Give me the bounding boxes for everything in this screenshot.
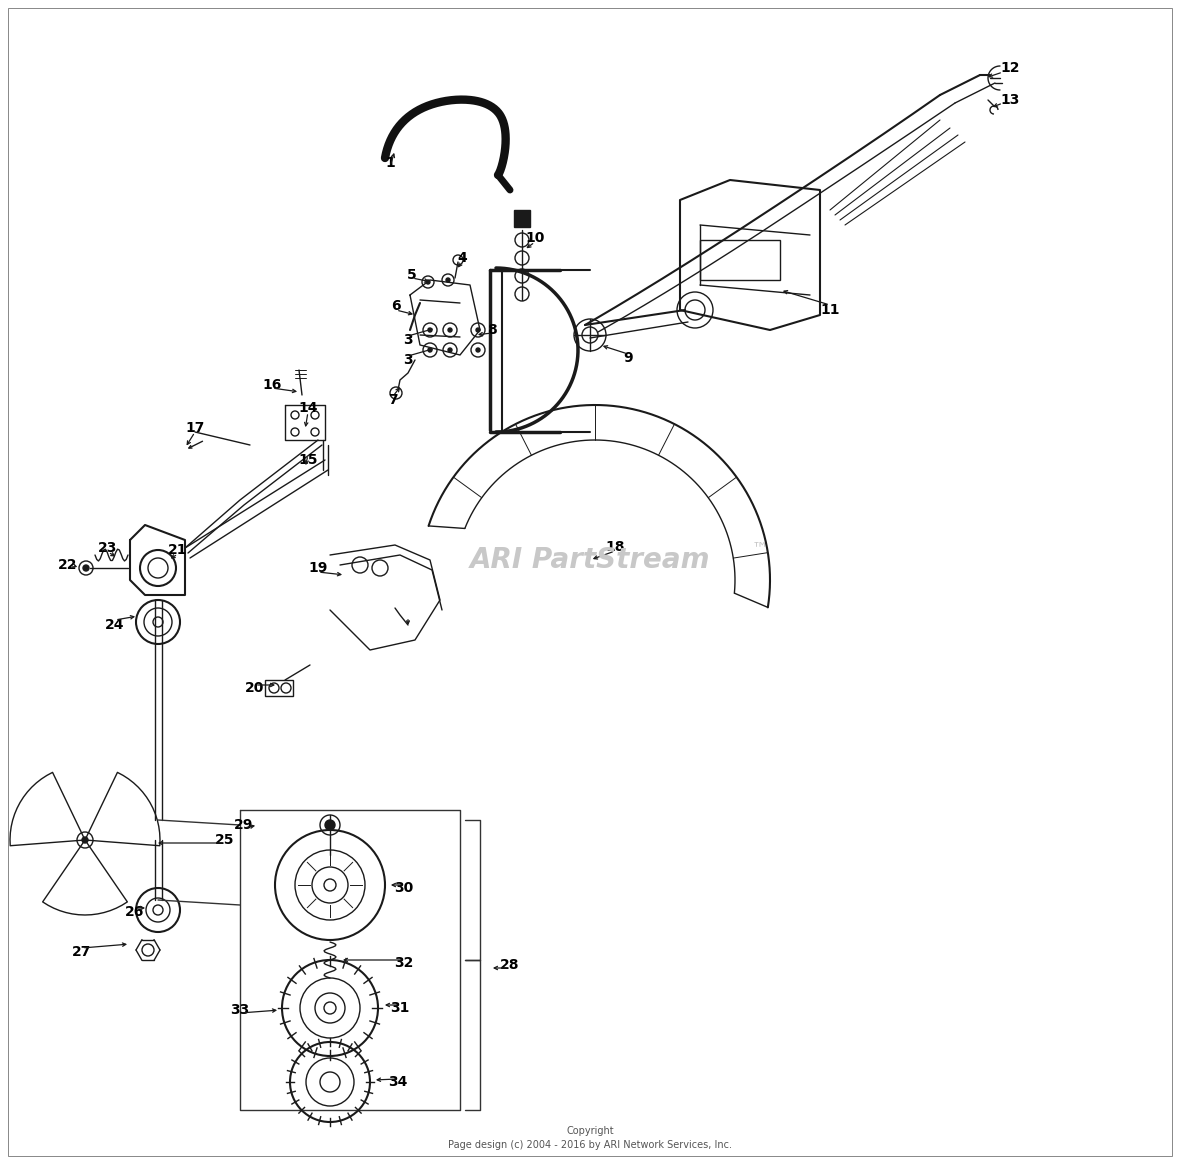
Text: 18: 18	[605, 540, 624, 554]
Text: 10: 10	[525, 230, 545, 244]
Circle shape	[81, 837, 88, 843]
Text: 33: 33	[230, 1003, 250, 1017]
Text: 17: 17	[185, 421, 204, 435]
Text: 25: 25	[215, 833, 235, 847]
Text: 6: 6	[392, 299, 401, 313]
Text: 3: 3	[404, 333, 413, 347]
Text: 12: 12	[1001, 61, 1020, 74]
Text: 28: 28	[500, 958, 519, 972]
Text: 14: 14	[299, 402, 317, 416]
Text: 11: 11	[820, 303, 840, 317]
Text: 26: 26	[125, 904, 145, 920]
Text: 24: 24	[105, 618, 125, 632]
Text: 19: 19	[308, 561, 328, 575]
Text: 13: 13	[1001, 93, 1020, 107]
Text: 29: 29	[235, 818, 254, 832]
Circle shape	[428, 328, 432, 332]
Text: 31: 31	[391, 1001, 409, 1015]
Bar	[266, 680, 293, 696]
Circle shape	[448, 348, 452, 352]
Polygon shape	[514, 210, 530, 227]
Bar	[700, 240, 780, 281]
Circle shape	[428, 348, 432, 352]
Text: 16: 16	[262, 378, 282, 392]
Text: 9: 9	[623, 352, 632, 365]
Text: 15: 15	[299, 453, 317, 467]
Text: 21: 21	[169, 542, 188, 558]
Circle shape	[324, 819, 335, 830]
Text: 34: 34	[388, 1076, 407, 1090]
Text: 27: 27	[72, 945, 92, 959]
Circle shape	[426, 281, 430, 284]
Text: Copyright
Page design (c) 2004 - 2016 by ARI Network Services, Inc.: Copyright Page design (c) 2004 - 2016 by…	[448, 1126, 732, 1150]
Text: 4: 4	[457, 251, 467, 265]
Text: 32: 32	[394, 956, 414, 970]
Text: 30: 30	[394, 881, 414, 895]
Text: 23: 23	[98, 541, 118, 555]
Text: ™: ™	[752, 539, 768, 558]
Text: 7: 7	[388, 393, 398, 407]
Text: 20: 20	[245, 681, 264, 695]
Text: 3: 3	[404, 353, 413, 367]
Circle shape	[446, 278, 450, 282]
Circle shape	[83, 565, 88, 572]
Circle shape	[476, 348, 480, 352]
Text: 22: 22	[58, 558, 78, 572]
Circle shape	[448, 328, 452, 332]
Circle shape	[476, 328, 480, 332]
Text: ARI PartStream: ARI PartStream	[470, 546, 710, 574]
Text: 1: 1	[385, 156, 395, 170]
Text: 5: 5	[407, 268, 417, 282]
Text: 8: 8	[487, 322, 497, 338]
